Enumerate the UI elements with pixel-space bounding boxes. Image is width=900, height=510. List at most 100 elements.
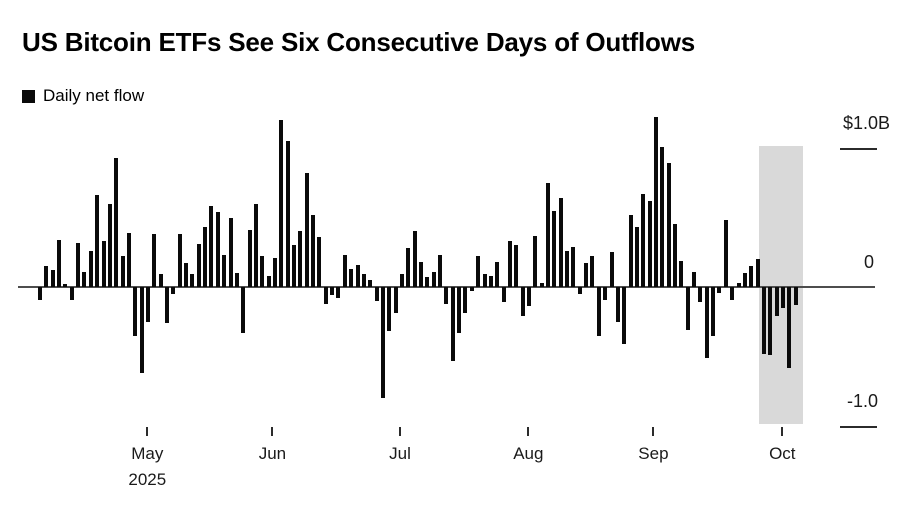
bar xyxy=(145,287,150,322)
bar xyxy=(793,287,798,306)
bar xyxy=(761,287,766,354)
bar xyxy=(482,274,487,287)
x-axis-tick xyxy=(652,427,655,436)
bar xyxy=(596,287,601,336)
x-axis-month-label: May xyxy=(131,444,164,463)
x-axis-tick xyxy=(146,427,149,436)
bar xyxy=(114,157,119,287)
bar xyxy=(692,271,697,287)
bar xyxy=(425,277,430,287)
bar xyxy=(431,271,436,287)
bar xyxy=(171,287,176,294)
bar xyxy=(787,287,792,368)
bar xyxy=(406,248,411,287)
bar xyxy=(577,287,582,294)
bar xyxy=(533,235,538,287)
bar xyxy=(463,287,468,314)
bar xyxy=(317,236,322,287)
bar xyxy=(780,287,785,308)
x-axis-tick xyxy=(527,427,530,436)
bar xyxy=(488,275,493,287)
bar xyxy=(152,234,157,287)
bar xyxy=(457,287,462,333)
bar xyxy=(38,287,42,300)
bar xyxy=(203,227,208,287)
bar xyxy=(101,241,106,287)
bar xyxy=(552,210,557,287)
bar xyxy=(634,227,639,287)
bar xyxy=(615,287,620,322)
bar xyxy=(330,287,335,296)
bar xyxy=(507,241,512,287)
bar xyxy=(730,287,735,300)
bar xyxy=(476,256,481,287)
bar xyxy=(380,287,385,399)
y-axis-tick xyxy=(840,148,877,150)
bar xyxy=(387,287,392,332)
legend: Daily net flow xyxy=(22,86,144,106)
bar xyxy=(349,268,354,287)
bar xyxy=(393,287,398,314)
bar xyxy=(133,287,138,336)
bar xyxy=(247,230,252,287)
bar xyxy=(444,287,449,304)
bar xyxy=(126,232,131,287)
bar xyxy=(323,287,328,304)
bar xyxy=(158,274,163,287)
bar xyxy=(653,117,658,287)
x-axis-tick xyxy=(399,427,402,436)
bar xyxy=(184,263,189,287)
bar xyxy=(139,287,144,374)
bar xyxy=(565,250,570,287)
bar xyxy=(704,287,709,358)
bar xyxy=(69,287,74,300)
bar xyxy=(57,239,62,287)
bar xyxy=(399,274,404,287)
bar xyxy=(742,273,747,287)
bar xyxy=(272,257,277,287)
x-axis-month-label: Jun xyxy=(258,444,287,463)
bar xyxy=(279,120,284,287)
x-axis-year-label: 2025 xyxy=(128,470,167,489)
bar xyxy=(292,245,296,287)
bar xyxy=(190,274,195,287)
bar xyxy=(774,287,779,317)
bar xyxy=(698,287,703,303)
bar xyxy=(711,287,716,336)
bar xyxy=(222,255,227,287)
bar xyxy=(723,220,728,287)
bar xyxy=(526,287,531,307)
bar xyxy=(304,173,309,287)
bar xyxy=(63,284,68,287)
page-title: US Bitcoin ETFs See Six Consecutive Days… xyxy=(22,27,695,57)
bar xyxy=(660,146,665,287)
bar xyxy=(584,263,589,287)
bar xyxy=(520,287,525,317)
bar xyxy=(603,287,608,300)
bar xyxy=(361,274,366,287)
bar xyxy=(209,206,214,287)
bar xyxy=(685,287,690,331)
bar xyxy=(450,287,455,361)
bar xyxy=(88,250,93,287)
y-axis-label: 0 xyxy=(863,252,874,272)
bar xyxy=(260,256,265,287)
bar xyxy=(355,264,360,287)
x-axis-month-label: Jul xyxy=(389,444,411,463)
x-axis-month-label: Oct xyxy=(769,444,796,463)
bar xyxy=(666,163,671,287)
bar xyxy=(501,287,506,303)
bar xyxy=(196,243,201,287)
bar xyxy=(558,198,563,287)
bar xyxy=(165,287,169,324)
legend-swatch-icon xyxy=(22,89,35,103)
bar xyxy=(311,214,316,287)
bar xyxy=(628,214,633,287)
bar xyxy=(469,287,474,292)
bar xyxy=(736,282,741,287)
bar xyxy=(107,203,112,287)
bar xyxy=(50,270,55,287)
bar xyxy=(438,255,443,287)
